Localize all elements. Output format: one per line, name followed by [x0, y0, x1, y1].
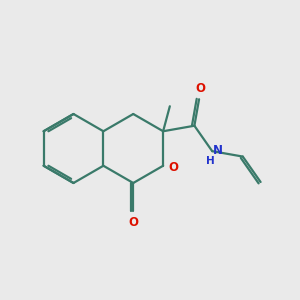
Text: H: H: [206, 156, 215, 166]
Text: O: O: [169, 161, 178, 174]
Text: O: O: [128, 216, 138, 229]
Text: O: O: [195, 82, 205, 95]
Text: N: N: [213, 144, 223, 157]
